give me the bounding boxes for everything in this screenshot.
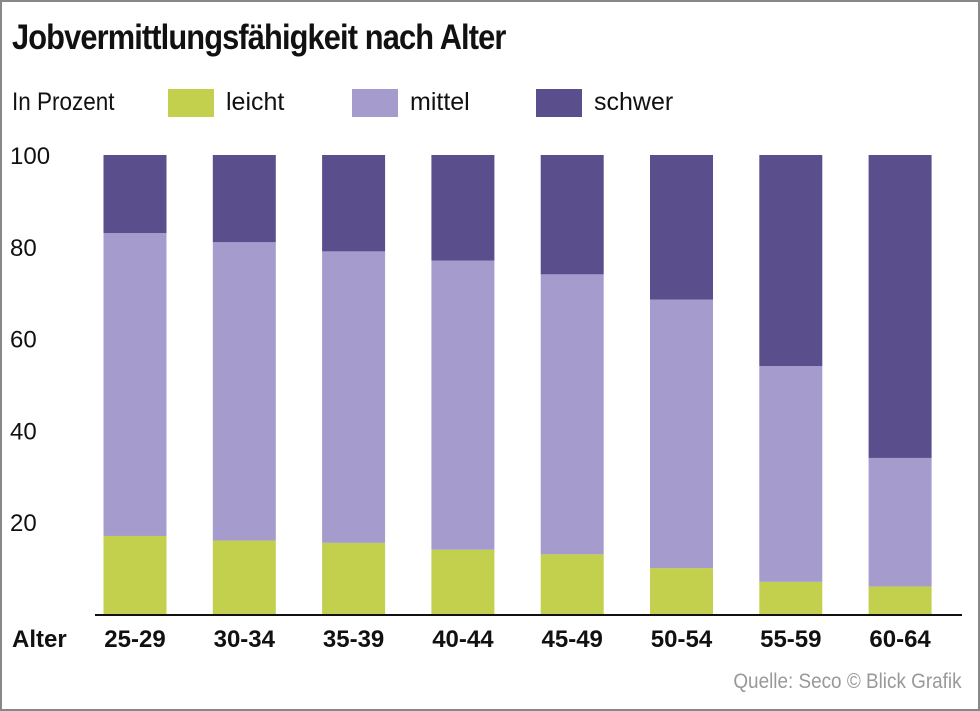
bar-segment-mittel	[212, 242, 276, 541]
y-tick-label: 40	[10, 418, 37, 445]
bar-segment-mittel	[868, 457, 932, 587]
bar-segment-schwer	[540, 155, 604, 275]
legend-swatch	[536, 88, 582, 117]
bar-segment-leicht	[103, 535, 167, 614]
x-tick-label: 35-39	[323, 626, 384, 653]
y-axis-label: In Prozent	[12, 88, 115, 116]
bar-segment-leicht	[759, 581, 823, 614]
x-tick-label: 25-29	[104, 626, 165, 653]
x-tick-label: 45-49	[542, 626, 603, 653]
x-tick-label: 50-54	[651, 626, 713, 653]
x-tick-label: 30-34	[214, 626, 276, 653]
x-tick-label: 60-64	[869, 626, 931, 653]
source-note: Quelle: Seco © Blick Grafik	[733, 670, 962, 693]
bar-segment-leicht	[212, 540, 276, 614]
chart-title: Jobvermittlungsfähigkeit nach Alter	[12, 18, 506, 57]
x-axis-label: Alter	[12, 626, 67, 653]
bar-segment-schwer	[212, 155, 276, 243]
bar-segment-mittel	[540, 274, 604, 555]
x-tick-label: 55-59	[760, 626, 821, 653]
bar-segment-schwer	[103, 155, 167, 234]
legend-item-mittel: mittel	[352, 88, 470, 117]
bar-segment-mittel	[431, 260, 495, 550]
legend-swatch	[352, 88, 398, 117]
bar-segment-mittel	[103, 233, 167, 536]
x-tick-label: 40-44	[432, 626, 494, 653]
bar-segment-schwer	[868, 155, 932, 458]
y-tick-label: 20	[10, 510, 37, 537]
y-tick-label: 100	[10, 143, 50, 170]
bar-segment-leicht	[650, 568, 713, 614]
legend-label: leicht	[226, 88, 285, 116]
bar-segment-schwer	[431, 155, 495, 261]
legend-label: mittel	[410, 88, 470, 116]
bar-segment-leicht	[540, 554, 604, 614]
legend-item-schwer: schwer	[536, 88, 673, 117]
bar-segment-leicht	[322, 542, 386, 614]
bar-segment-schwer	[759, 155, 823, 367]
legend-item-leicht: leicht	[168, 88, 284, 117]
y-tick-label: 80	[10, 235, 37, 262]
bar-segment-mittel	[322, 251, 386, 543]
bar-segment-schwer	[650, 155, 713, 300]
legend-swatch	[168, 88, 214, 117]
bar-segment-mittel	[759, 366, 823, 582]
bar-segment-leicht	[868, 586, 932, 614]
bar-segment-leicht	[431, 549, 495, 614]
bar-segment-schwer	[322, 155, 386, 252]
bar-segment-mittel	[650, 299, 713, 569]
legend-label: schwer	[594, 88, 674, 116]
y-tick-label: 60	[10, 327, 37, 354]
